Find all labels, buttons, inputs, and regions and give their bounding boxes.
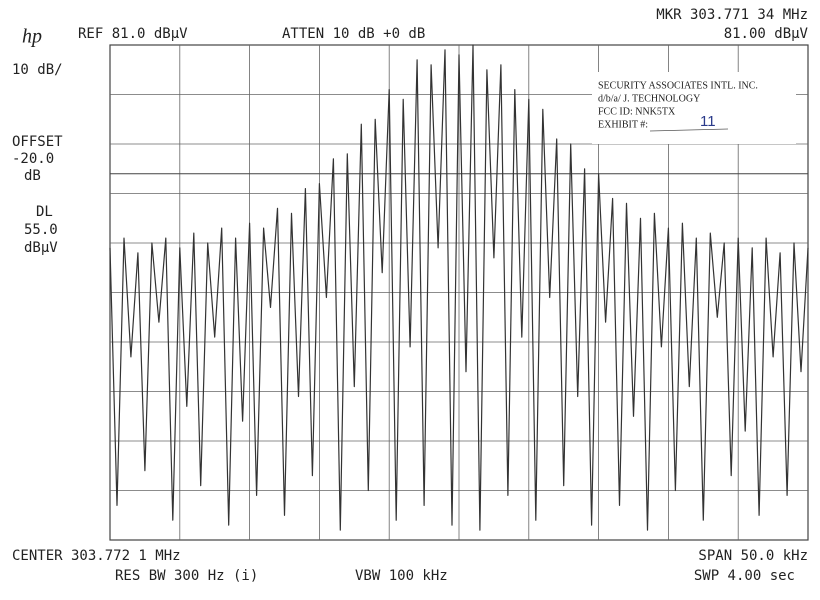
stamp: SECURITY ASSOCIATES INTL. INC. d/b/a/ J.… [592,72,796,144]
trace [109,44,809,531]
sweep: SWP 4.00 sec [694,568,795,584]
offset-unit: dB [24,168,41,184]
dl-unit: dBµV [24,240,58,256]
center-frequency: CENTER 303.772 1 MHz [12,548,181,564]
offset-value: -20.0 [12,151,54,167]
scale: 10 dB/ [12,62,63,78]
stamp-line: FCC ID: NNK5TX [598,106,676,117]
stamp-rule [649,128,729,132]
marker-frequency: MKR 303.771 34 MHz [656,7,808,23]
vbw: VBW 100 kHz [355,568,448,584]
logo: hp [22,26,42,48]
stamp-line: SECURITY ASSOCIATES INTL. INC. [598,80,758,91]
attenuation: ATTEN 10 dB +0 dB [282,26,425,42]
stamp-line: d/b/a/ J. TECHNOLOGY [598,93,700,104]
span: SPAN 50.0 kHz [698,548,808,564]
res-bw: RES BW 300 Hz (i) [115,568,258,584]
dl-label: DL [36,204,53,220]
offset-label: OFFSET [12,134,63,150]
ref-level: REF 81.0 dBµV [78,26,188,42]
exhibit-number: 11 [700,113,716,130]
stamp-box [592,72,796,144]
stamp-line: EXHIBIT #: [598,119,648,130]
marker-level: 81.00 dBµV [724,26,809,42]
dl-value: 55.0 [24,222,58,238]
